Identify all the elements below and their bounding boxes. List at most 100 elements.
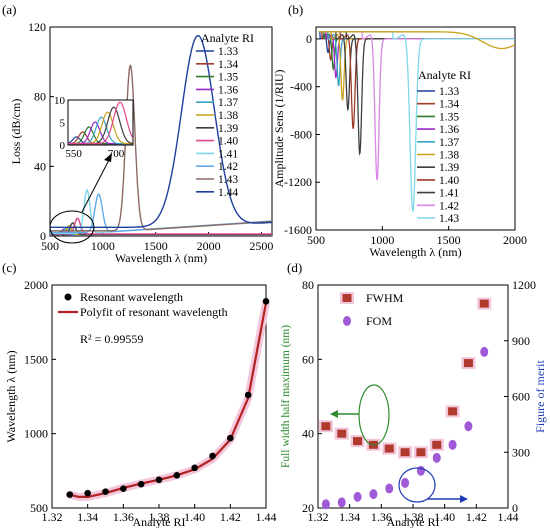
panel-b-ytick-label: -1200 (284, 175, 312, 189)
panel-b-ytick-label: -400 (290, 80, 312, 94)
panel-d-legend-fwhm-marker (342, 294, 352, 302)
panel-d-fwhm-point (384, 444, 394, 453)
panel-d-fwhm-point (448, 407, 458, 416)
panel-b-series-line (318, 31, 515, 214)
panel-c-point (120, 485, 127, 492)
panel-c-legend-marker (64, 293, 72, 301)
panel-b-ylabel: Amplitude Sens (1/RIU) (272, 70, 286, 188)
panel-d-fom-point (321, 499, 330, 510)
panel-a-ytick-label: 40 (34, 159, 46, 173)
panel-b-xtick-label: 2000 (503, 233, 527, 247)
panel-a-legend-label: 1.44 (218, 187, 238, 199)
panel-d-y2tick-label: 300 (512, 445, 530, 459)
panel-a-inset-xtick-label: 550 (65, 148, 82, 160)
panel-d-y2tick-label: 600 (512, 390, 530, 404)
panel-a-xtick-label: 2500 (249, 239, 273, 253)
panel-a-label: (a) (2, 2, 16, 17)
panel-c-point (66, 491, 74, 498)
panel-a-ytick-label: 120 (28, 20, 46, 34)
panel-b-legend-label: 1.34 (439, 99, 459, 111)
panel-d-y2tick-label: 0 (512, 501, 518, 515)
panel-b-xtick-label: 500 (307, 233, 325, 247)
panel-a-ylabel: Loss (dB/cm) (9, 99, 23, 165)
panel-b-xtick-label: 1500 (437, 233, 461, 247)
panel-a-ytick-label: 0 (40, 229, 46, 243)
panel-c-ytick-label: 1000 (24, 427, 48, 441)
panel-a-series-line (50, 217, 272, 235)
panel-a-series-line (50, 35, 272, 229)
panel-d-xtick-label: 1.34 (339, 510, 360, 524)
panel-a-legend-label: 1.41 (218, 148, 238, 160)
panel-c-point (137, 480, 145, 488)
panel-d-xtick-label: 1.36 (371, 510, 392, 524)
panel-a-legend-label: 1.36 (218, 84, 238, 96)
panel-c-ylabel: Wavelength λ (nm) (4, 350, 18, 442)
panel-b-legend-label: 1.38 (439, 150, 459, 162)
panel-c-annotation: R² = 0.99559 (80, 332, 143, 346)
panel-d-fom-ellipse (398, 467, 436, 503)
panel-d-ytick-label: 80 (302, 278, 314, 292)
panel-b-legend-label: 1.40 (439, 175, 459, 187)
panel-c: (c) 1.32 1.34 1.36 1.38 1.40 1.42 1.44 500 1000 15… (2, 260, 277, 528)
panel-d-xtick-label: 1.40 (434, 510, 455, 524)
panel-b-legend-label: 1.42 (439, 200, 459, 212)
panel-b-legend-label: 1.43 (439, 213, 459, 225)
panel-b-legend-title: Analyte RI (418, 68, 471, 82)
panel-a-legend-label: 1.33 (218, 46, 238, 58)
panel-c-point (102, 488, 109, 495)
panel-d-fom-point (337, 497, 346, 508)
panel-a-xtick-label: 500 (41, 239, 59, 253)
panel-d: (d) 1.32 1.34 1.36 1.38 1.40 1.42 1.44 20 40 60 80 0… (280, 260, 547, 528)
panel-b-xtick-label: 1000 (370, 233, 394, 247)
panel-d-ytick-label: 40 (302, 427, 314, 441)
panel-d-fom-point (385, 483, 394, 494)
panel-d-fom-arrowhead (460, 495, 468, 503)
panel-d-legend-fom-marker (343, 316, 351, 326)
panel-d-fwhm-point (400, 448, 410, 457)
panel-c-ytick-label: 500 (30, 501, 48, 515)
panel-a-zoom-arrow (81, 157, 111, 213)
panel-d-legend-fwhm-label: FWHM (366, 291, 404, 305)
panel-b-frame (315, 26, 516, 231)
panel-b-legend-label: 1.41 (439, 188, 459, 200)
panel-a-zoom-ellipse (49, 210, 95, 244)
panel-d-fom-point (480, 346, 489, 357)
panel-d-xtick-label: 1.44 (498, 510, 519, 524)
panel-a-legend-label: 1.34 (218, 59, 238, 71)
panel-d-xtick-label: 1.42 (466, 510, 487, 524)
panel-a-xtick-label: 1500 (144, 239, 168, 253)
panel-a-xtick-label: 2000 (197, 239, 221, 253)
panel-c-point (173, 471, 181, 479)
panel-c-point (155, 476, 163, 484)
panel-d-fom-point (401, 477, 410, 488)
panel-a-legend-label: 1.39 (218, 123, 238, 135)
panel-b-series-line (318, 31, 515, 50)
panel-d-fom-point (353, 491, 362, 502)
panel-a-legend-title: Analyte RI (201, 31, 254, 45)
panel-a-inset-ytick-label: 10 (54, 95, 66, 107)
panel-d-ylabel: Full width half maximum (nm) (280, 325, 292, 468)
panel-c-xtick-label: 1.40 (184, 510, 205, 524)
panel-a-legend-label: 1.43 (218, 174, 238, 186)
panel-c-ytick-label: 2000 (24, 278, 48, 292)
panel-c-xtick-label: 1.36 (113, 510, 134, 524)
panel-b-legend-label: 1.37 (439, 137, 459, 149)
panel-c-xlabel: Analyte RI (133, 515, 186, 528)
panel-a-xlabel: Wavelength λ (nm) (115, 251, 207, 265)
panel-d-fwhm-point (353, 437, 363, 446)
panel-b-legend-label: 1.39 (439, 162, 459, 174)
panel-b-ytick-label: -800 (290, 127, 312, 141)
panel-b-ytick-label: -1600 (284, 223, 312, 237)
panel-c-xtick-label: 1.44 (256, 510, 277, 524)
panel-a-series-line (50, 64, 272, 232)
panel-b-xlabel: Wavelength λ (nm) (369, 245, 461, 259)
panel-d-fwhm-point (432, 440, 442, 449)
panel-a-inset-xtick-label: 700 (108, 148, 125, 160)
panel-c-point (84, 489, 91, 497)
panel-d-fwhm-point (463, 359, 473, 368)
panel-d-fom-point (416, 465, 425, 476)
panel-b-series-line (318, 31, 515, 87)
panel-d-fom-point (432, 452, 441, 463)
panel-a-legend-label: 1.42 (218, 161, 238, 173)
panel-d-y2label: Figure of merit (533, 360, 547, 433)
